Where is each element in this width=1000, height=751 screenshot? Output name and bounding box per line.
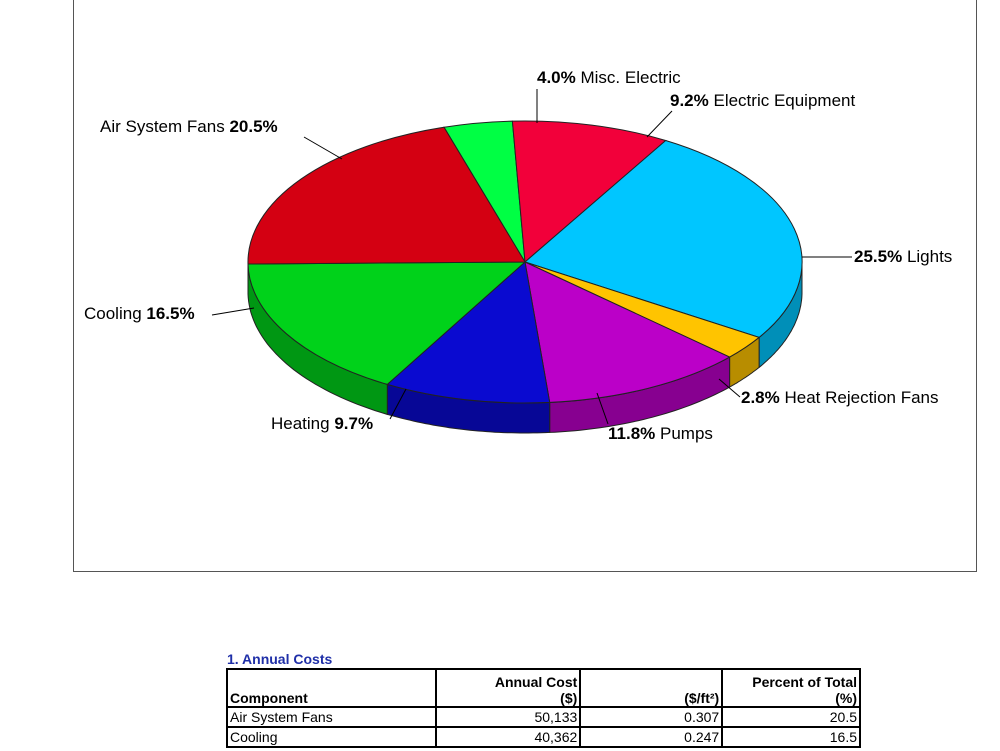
name-cooling: Cooling — [84, 304, 142, 323]
pie-slice-air-system-fans — [247, 126, 526, 265]
name-lights: Lights — [906, 247, 953, 266]
leader-line-heat-rejection-fans — [718, 378, 741, 398]
section-title: 1. Annual Costs — [227, 651, 333, 667]
header-percent-line2: (%) — [835, 690, 857, 706]
header-percent: Percent of Total (%) — [721, 668, 861, 708]
label-heat-rejection-fans: 2.8% Heat Rejection Fans — [741, 388, 939, 408]
pct-cooling: 16.5% — [146, 304, 195, 323]
header-annual-cost-line1: Annual Cost — [494, 674, 578, 690]
header-per-area: ($/ft²) — [579, 668, 724, 708]
pct-air-system-fans: 20.5% — [229, 117, 278, 136]
pie-chart — [211, 89, 852, 434]
cell-cost: 50,133 — [434, 706, 582, 728]
name-air-system-fans: Air System Fans — [100, 117, 225, 136]
pct-heat-rejection-fans: 2.8% — [741, 388, 780, 407]
cell-percent: 20.5 — [721, 706, 861, 728]
leader-line-electric-equipment — [646, 110, 673, 138]
pie-slice-lights — [523, 139, 803, 338]
header-annual-cost-line2: ($) — [560, 690, 578, 706]
name-heating: Heating — [271, 414, 330, 433]
table-row: Cooling 40,362 0.247 16.5 — [226, 726, 861, 748]
leader-line-heating — [389, 388, 407, 420]
header-percent-line1: Percent of Total — [752, 674, 857, 690]
label-air-system-fans: Air System Fans 20.5% — [100, 117, 278, 137]
table-row: Air System Fans 50,133 0.307 20.5 — [226, 706, 861, 728]
label-pumps: 11.8% Pumps — [608, 424, 713, 444]
label-electric-equipment: 9.2% Electric Equipment — [670, 91, 855, 111]
name-heat-rejection-fans: Heat Rejection Fans — [784, 388, 939, 407]
table-header-row: Component Annual Cost ($) ($/ft²) Percen… — [226, 668, 861, 708]
leader-line-cooling — [211, 307, 255, 316]
label-lights: 25.5% Lights — [854, 247, 952, 267]
label-cooling: Cooling 16.5% — [84, 304, 195, 324]
header-component: Component — [226, 668, 437, 708]
pct-electric-equipment: 9.2% — [670, 91, 709, 110]
label-heating: Heating 9.7% — [271, 414, 373, 434]
pct-pumps: 11.8% — [608, 424, 656, 443]
pie-slice-pumps — [524, 261, 731, 403]
chart-frame: 4.0% Misc. Electric 9.2% Electric Equipm… — [73, 0, 977, 572]
cell-percent: 16.5 — [721, 726, 861, 748]
pie-slice-heating — [386, 261, 551, 404]
cell-component: Cooling — [226, 726, 437, 748]
cell-component: Air System Fans — [226, 706, 437, 728]
name-pumps: Pumps — [660, 424, 713, 443]
pie-slice-cooling — [247, 261, 527, 385]
label-misc-electric: 4.0% Misc. Electric — [537, 68, 681, 88]
name-electric-equipment: Electric Equipment — [713, 91, 856, 110]
pct-misc-electric: 4.0% — [537, 68, 576, 87]
leader-line-pumps — [596, 392, 609, 425]
pct-heating: 9.7% — [334, 414, 374, 433]
pie-top-group — [247, 120, 803, 404]
cell-per-area: 0.247 — [579, 726, 724, 748]
pie-slice-electric-equipment — [511, 120, 667, 264]
leader-lines — [211, 89, 852, 425]
cell-cost: 40,362 — [434, 726, 582, 748]
pie-side-group — [247, 262, 803, 434]
leader-line-air-system-fans — [303, 136, 343, 160]
annual-costs-table: Component Annual Cost ($) ($/ft²) Percen… — [226, 668, 861, 748]
pct-lights: 25.5% — [854, 247, 903, 266]
name-misc-electric: Misc. Electric — [580, 68, 681, 87]
cell-per-area: 0.307 — [579, 706, 724, 728]
header-annual-cost: Annual Cost ($) — [434, 668, 582, 708]
